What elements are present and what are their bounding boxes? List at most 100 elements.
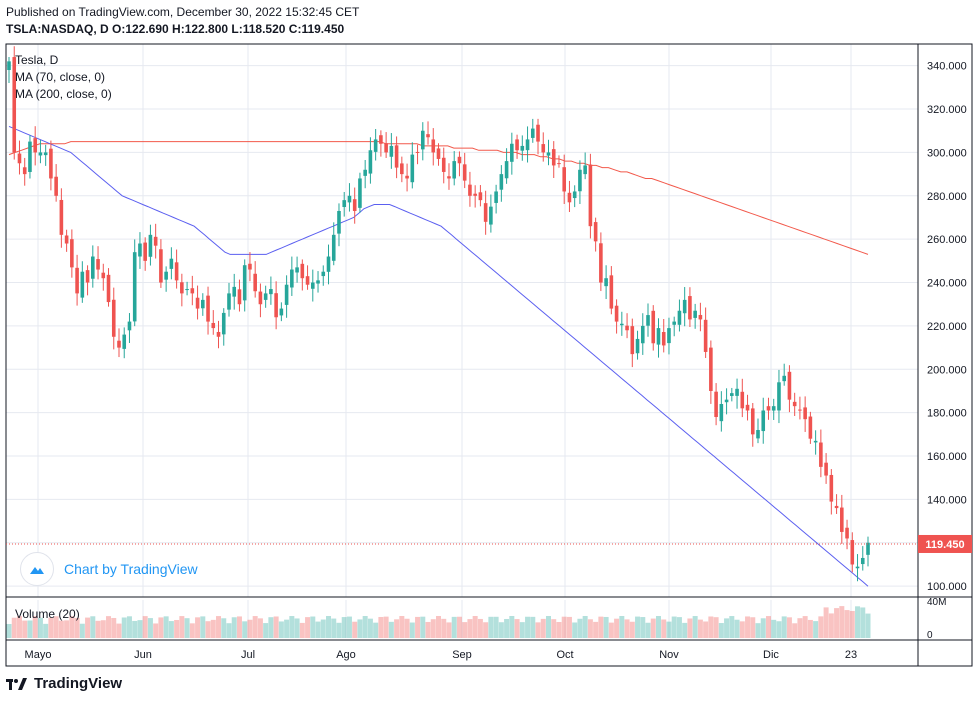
candle-body xyxy=(420,130,425,150)
volume-bar xyxy=(640,617,646,638)
candle-body xyxy=(557,163,561,165)
candle xyxy=(457,151,462,177)
volume-bar xyxy=(90,616,96,638)
volume-bar xyxy=(210,619,216,638)
candle-body xyxy=(661,332,666,346)
candle xyxy=(682,287,687,327)
volume-bar xyxy=(844,610,850,638)
volume-bar xyxy=(676,617,682,638)
volume-bar xyxy=(394,619,400,638)
candle-body xyxy=(630,326,635,355)
volume-bar xyxy=(268,617,274,638)
volume-bar xyxy=(415,616,421,638)
candle-body xyxy=(405,175,409,179)
candle-body xyxy=(321,271,326,277)
candle xyxy=(777,369,781,424)
y-tick-label: 140.000 xyxy=(927,494,967,506)
candle-body xyxy=(635,338,640,354)
ma200-legend[interactable]: MA (200, close, 0) xyxy=(15,87,112,101)
volume-bar xyxy=(326,616,332,638)
y-tick-label: 180.000 xyxy=(927,408,967,420)
candle xyxy=(604,265,608,300)
candle xyxy=(232,273,237,310)
candle xyxy=(520,135,525,161)
volume-bar xyxy=(577,618,583,638)
volume-bar xyxy=(603,616,609,638)
candle-body xyxy=(305,276,310,285)
x-tick-label: Oct xyxy=(556,649,573,661)
tradingview-logo-icon xyxy=(6,677,27,690)
candle-body xyxy=(279,308,284,316)
candle xyxy=(242,259,247,312)
tradingview-footer-label: TradingView xyxy=(34,675,123,692)
volume-bar xyxy=(32,616,38,638)
candle xyxy=(599,232,603,292)
candle xyxy=(290,256,294,296)
quote-line: TSLA:NASDAQ, D O:122.690 H:122.800 L:118… xyxy=(6,22,345,36)
candle-body xyxy=(750,408,755,435)
volume-bar xyxy=(519,622,525,638)
candle-body xyxy=(808,416,813,439)
candle-body xyxy=(415,151,420,153)
volume-bar xyxy=(420,616,426,638)
volume-bar xyxy=(561,616,567,638)
candle xyxy=(347,183,352,212)
volume-bar xyxy=(121,617,127,638)
candle-body xyxy=(143,242,147,261)
candle-body xyxy=(824,462,828,476)
volume-bar xyxy=(828,613,834,638)
last-price-badge xyxy=(918,534,972,553)
candle xyxy=(138,232,142,269)
candle xyxy=(38,139,43,164)
candle xyxy=(12,46,17,160)
axes: 340.000 320.000 300.000 280.000 260.000 240.0… xyxy=(5,43,973,667)
candle xyxy=(358,172,362,213)
volume-bar xyxy=(252,616,258,638)
candle xyxy=(64,229,69,252)
candle-body xyxy=(525,139,530,151)
candle xyxy=(829,469,834,515)
candle xyxy=(410,142,415,189)
candle-body xyxy=(242,265,247,301)
candle-body xyxy=(410,154,415,183)
ma70-legend[interactable]: MA (70, close, 0) xyxy=(15,70,106,84)
volume-bar xyxy=(839,606,845,638)
volume-bar xyxy=(645,622,651,638)
volume-bar xyxy=(126,616,132,638)
volume-bar xyxy=(781,616,787,638)
volume-bar xyxy=(834,608,840,638)
candle xyxy=(400,156,404,183)
volume-bar xyxy=(813,621,819,638)
candle xyxy=(54,164,58,202)
volume-bar xyxy=(216,616,222,638)
candle xyxy=(80,261,85,303)
candle-body xyxy=(604,278,608,287)
volume-bar xyxy=(184,618,190,638)
candle xyxy=(714,383,718,426)
candle-body xyxy=(33,138,37,153)
volume-bar xyxy=(315,621,321,638)
candle-body xyxy=(457,156,462,164)
volume-bar xyxy=(739,621,745,638)
volume-bar xyxy=(703,621,709,638)
candle xyxy=(551,141,556,179)
candle xyxy=(803,396,807,432)
volume-bar xyxy=(111,617,117,638)
candle-body xyxy=(64,235,69,244)
candle xyxy=(269,276,273,305)
volume-bar xyxy=(682,622,688,638)
candle xyxy=(620,311,624,336)
candle xyxy=(169,247,174,280)
candle-body xyxy=(431,139,436,153)
chart-by-badge[interactable]: Chart by TradingView xyxy=(20,552,198,586)
tradingview-footer-logo[interactable]: TradingView xyxy=(6,675,122,692)
candle xyxy=(352,187,357,224)
volume-bar xyxy=(289,616,295,638)
candle xyxy=(148,224,153,266)
candle xyxy=(33,126,37,166)
volume-bar xyxy=(158,617,164,638)
candle-body xyxy=(22,167,27,175)
volume-bar xyxy=(661,619,667,638)
volume-legend[interactable]: Volume (20) xyxy=(15,607,80,621)
